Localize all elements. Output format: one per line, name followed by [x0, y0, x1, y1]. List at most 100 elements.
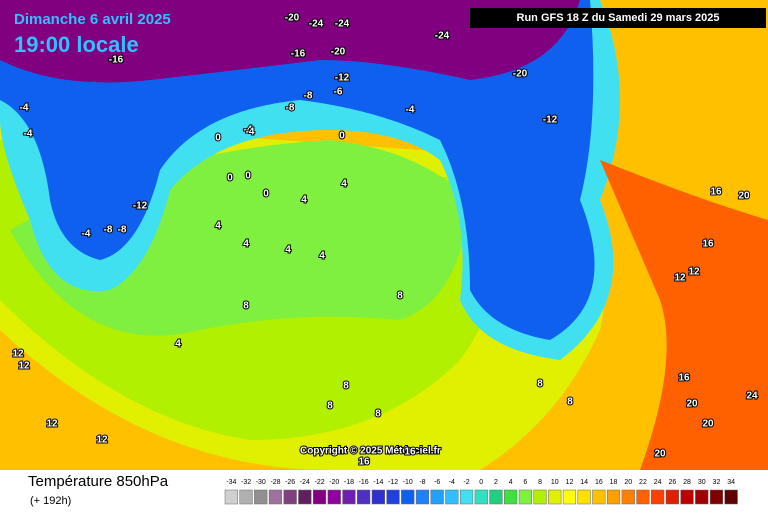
map-date: Dimanche 6 avril 2025: [14, 11, 171, 28]
legend-swatch: [371, 489, 385, 505]
legend-label: 34: [727, 479, 735, 486]
contour-label: -12: [543, 115, 558, 126]
contour-label: 16: [678, 373, 690, 384]
legend-label: 8: [538, 479, 542, 486]
contour-label: -8: [286, 103, 295, 114]
contour-label: 8: [397, 291, 403, 302]
footer-lead: (+ 192h): [30, 495, 71, 507]
contour-label: 8: [567, 397, 573, 408]
legend-swatch: [430, 489, 444, 505]
run-box: [470, 8, 766, 28]
header-band: [0, 0, 470, 30]
legend-label: 24: [654, 479, 662, 486]
legend-label: -20: [329, 479, 339, 486]
legend-swatch: [268, 489, 283, 505]
contour-label: 8: [243, 301, 249, 312]
contour-label: 12: [96, 435, 108, 446]
contour-label: 12: [688, 267, 700, 278]
contour-label: -4: [406, 105, 415, 116]
legend-label: 20: [624, 479, 632, 486]
contour-label: -8: [118, 225, 127, 236]
legend-swatch: [312, 489, 327, 505]
legend-swatch: [283, 489, 297, 505]
legend-label: -16: [359, 479, 369, 486]
contour-label: 0: [215, 133, 221, 144]
contour-label: 8: [375, 409, 381, 420]
legend-label: 16: [595, 479, 603, 486]
contour-label: -12: [133, 201, 148, 212]
contour-label: 4: [341, 179, 347, 190]
legend-swatch: [651, 489, 665, 505]
contour-label: 0: [263, 189, 269, 200]
legend-label: 30: [698, 479, 706, 486]
contour-label: 24: [746, 391, 758, 402]
legend-swatch: [357, 489, 371, 505]
contour-label: 12: [46, 419, 58, 430]
legend-swatch: [636, 489, 650, 505]
legend-swatch: [504, 489, 518, 505]
legend-swatch: [665, 489, 679, 505]
legend-label: -6: [434, 479, 440, 486]
contour-label: -4: [82, 229, 91, 240]
legend-swatch: [386, 489, 400, 505]
contour-label: -4: [24, 129, 33, 140]
legend-label: -32: [241, 479, 251, 486]
legend-label: 12: [566, 479, 574, 486]
contour-label: 12: [12, 349, 24, 360]
legend-label: -22: [314, 479, 324, 486]
contour-label: 12: [674, 273, 686, 284]
legend-label: -8: [419, 479, 425, 486]
copyright: Copyright © 2025 Météociel.fr: [300, 446, 441, 457]
contour-label: 8: [537, 379, 543, 390]
legend-label: -18: [344, 479, 354, 486]
legend-swatch: [224, 489, 238, 505]
contour-label: -20: [331, 47, 346, 58]
contour-label: -6: [334, 87, 343, 98]
legend-swatch: [342, 489, 356, 505]
contour-label: -16: [291, 49, 306, 60]
contour-label: -4: [20, 103, 29, 114]
legend-label: 22: [639, 479, 647, 486]
contour-label: 4: [301, 195, 307, 206]
legend-swatch: [724, 489, 738, 505]
footer-title: Température 850hPa: [28, 473, 169, 490]
contour-label: 0: [339, 131, 345, 142]
legend-label: 32: [713, 479, 721, 486]
legend-swatch: [592, 489, 606, 505]
run-info: Run GFS 18 Z du Samedi 29 mars 2025: [517, 12, 720, 24]
legend-swatch: [533, 489, 547, 505]
zone-hot: [600, 160, 768, 470]
contour-label: -4: [246, 127, 255, 138]
contour-label: 16: [404, 447, 416, 458]
contour-label: -24: [309, 19, 324, 30]
legend-label: 10: [551, 479, 559, 486]
contour-label: 20: [686, 399, 698, 410]
contour-label: -16: [109, 55, 124, 66]
legend-label: -24: [300, 479, 310, 486]
legend-swatch: [518, 489, 532, 505]
contour-label: 8: [343, 381, 349, 392]
contour-label: 4: [175, 339, 181, 350]
contour-label: 0: [245, 171, 251, 182]
legend-label: 26: [668, 479, 676, 486]
legend-label: 0: [479, 479, 483, 486]
legend-swatch: [298, 489, 312, 505]
legend-label: -12: [388, 479, 398, 486]
legend-swatch: [606, 489, 621, 505]
legend-label: -34: [226, 479, 236, 486]
legend-swatch: [459, 489, 474, 505]
legend-label: 4: [509, 479, 513, 486]
zone-frigid: [0, 0, 580, 83]
legend-swatch: [445, 489, 459, 505]
legend-label: 28: [683, 479, 691, 486]
legend-label: 6: [523, 479, 527, 486]
contour-label: 20: [738, 191, 750, 202]
contour-label: -12: [335, 73, 350, 84]
legend-swatch: [562, 489, 577, 505]
legend-swatch: [239, 489, 253, 505]
legend-swatch: [577, 489, 591, 505]
contour-label: -20: [513, 69, 528, 80]
legend-swatch: [548, 489, 562, 505]
contour-label: -20: [285, 13, 300, 24]
